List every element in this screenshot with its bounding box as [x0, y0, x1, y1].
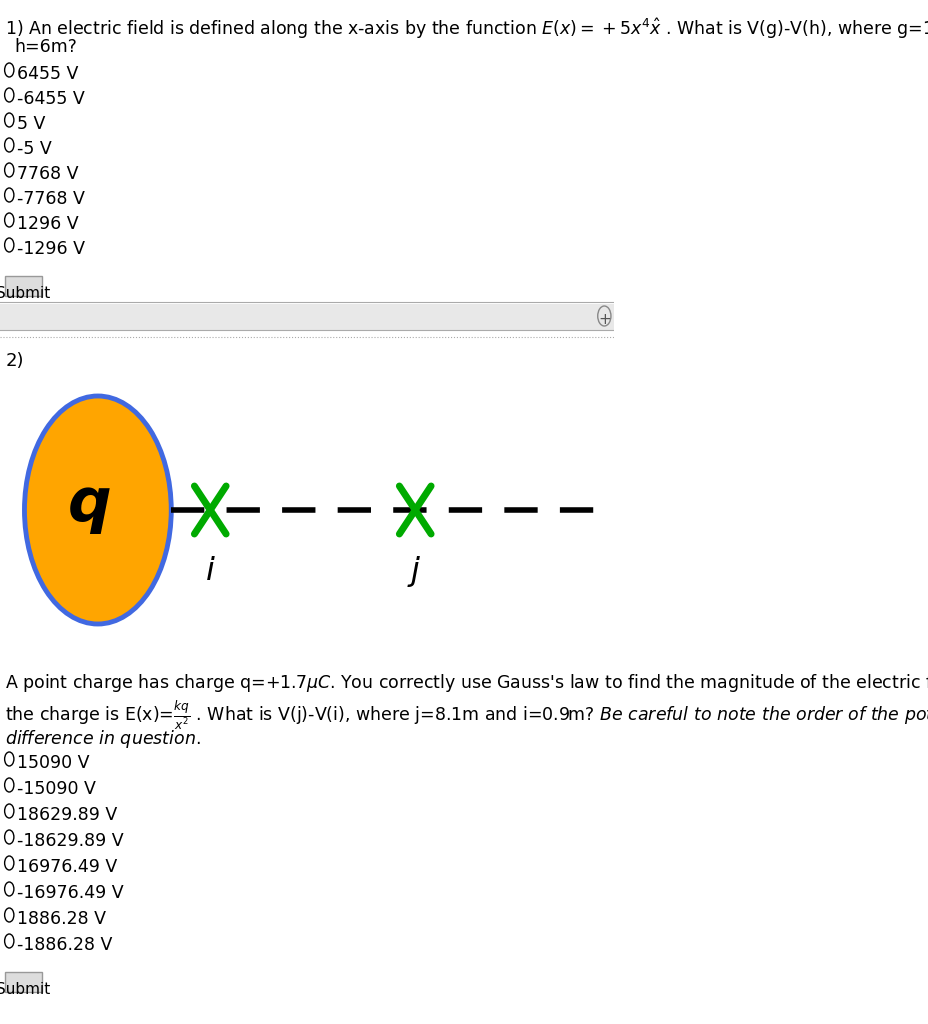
Text: -16976.49 V: -16976.49 V	[18, 884, 123, 902]
Text: -15090 V: -15090 V	[18, 780, 96, 798]
Text: -1296 V: -1296 V	[18, 240, 85, 258]
Text: -1886.28 V: -1886.28 V	[18, 936, 112, 954]
Text: Submit: Submit	[0, 982, 50, 997]
Text: -5 V: -5 V	[18, 140, 52, 158]
Text: +: +	[598, 312, 610, 327]
Text: 1886.28 V: 1886.28 V	[18, 910, 106, 928]
Text: 1296 V: 1296 V	[18, 215, 79, 233]
Text: the charge is E(x)=$\frac{kq}{x^2}$ . What is V(j)-V(i), where j=8.1m and i=0.9m: the charge is E(x)=$\frac{kq}{x^2}$ . Wh…	[6, 698, 928, 732]
Text: 1) An electric field is defined along the x-axis by the function $E(x) = +5x^4\h: 1) An electric field is defined along th…	[6, 16, 928, 41]
Text: A point charge has charge q=+1.7$\mu C$. You correctly use Gauss's law to find t: A point charge has charge q=+1.7$\mu C$.…	[6, 672, 928, 694]
Text: i: i	[206, 556, 214, 587]
FancyBboxPatch shape	[0, 304, 613, 330]
Text: 2): 2)	[6, 352, 24, 370]
Text: -7768 V: -7768 V	[18, 190, 85, 208]
Text: Submit: Submit	[0, 286, 50, 301]
Text: 16976.49 V: 16976.49 V	[18, 858, 117, 876]
Ellipse shape	[24, 396, 171, 624]
Text: 6455 V: 6455 V	[18, 65, 79, 83]
Text: -18629.89 V: -18629.89 V	[18, 831, 123, 850]
Text: j: j	[410, 556, 419, 587]
Text: -6455 V: -6455 V	[18, 90, 84, 108]
Text: 7768 V: 7768 V	[18, 165, 79, 183]
Text: 18629.89 V: 18629.89 V	[18, 806, 117, 824]
Text: 15090 V: 15090 V	[18, 754, 90, 772]
Text: $\it{difference\ in\ question.}$: $\it{difference\ in\ question.}$	[6, 728, 200, 750]
FancyBboxPatch shape	[6, 276, 42, 296]
FancyBboxPatch shape	[6, 972, 42, 992]
Text: 5 V: 5 V	[18, 115, 45, 133]
Text: h=6m?: h=6m?	[15, 38, 77, 56]
Text: q: q	[68, 474, 111, 534]
